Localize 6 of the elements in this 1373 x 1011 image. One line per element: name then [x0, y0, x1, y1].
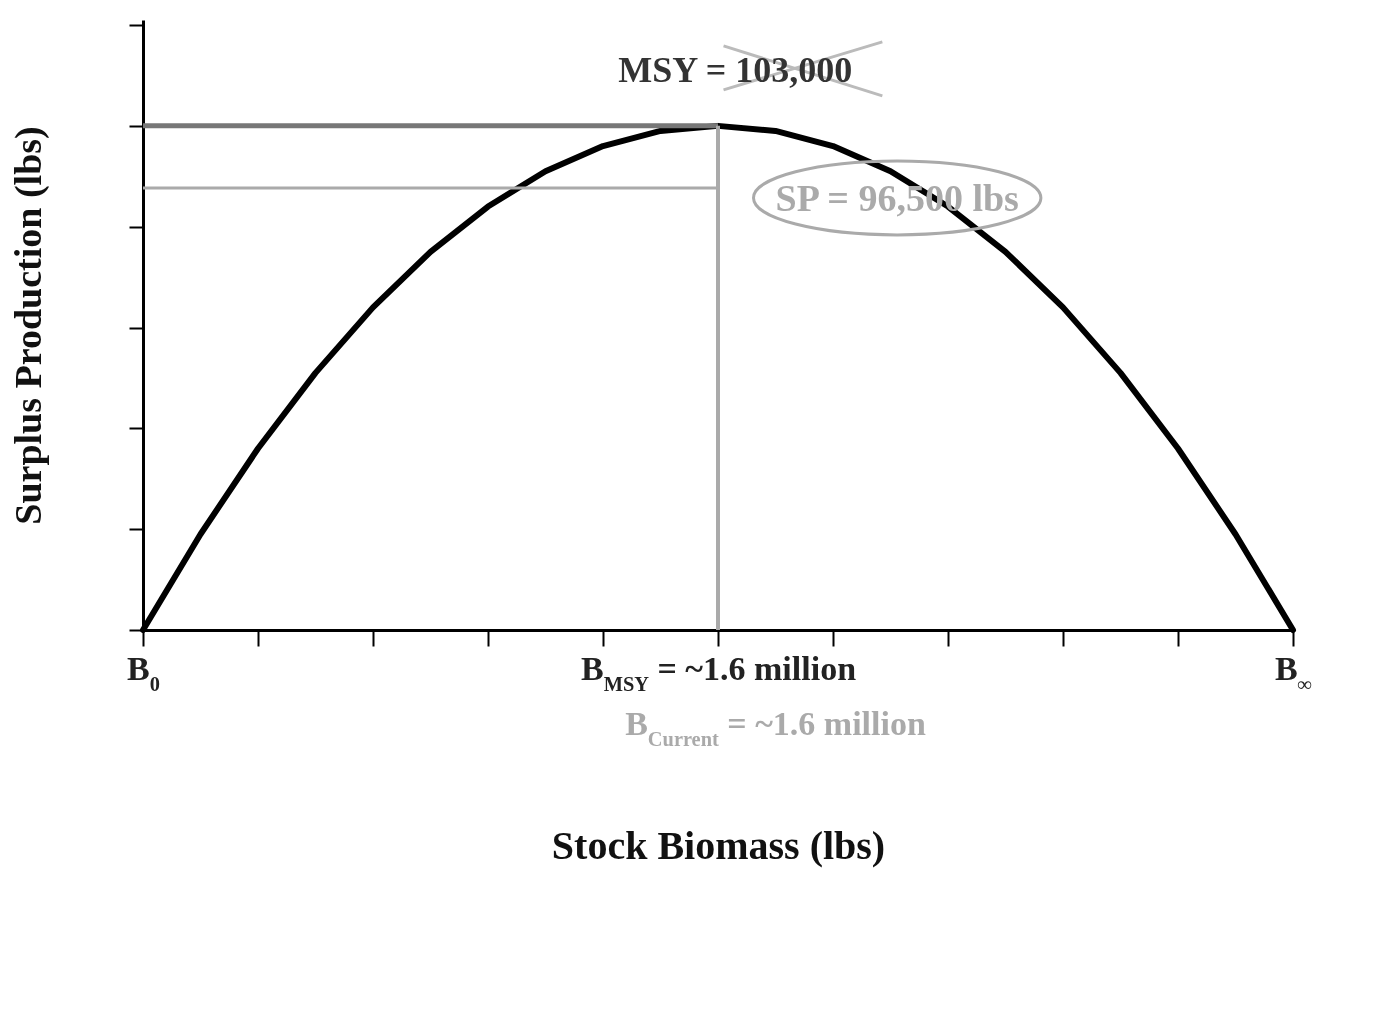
x-tick-label: B$_{MSY}$ = ~1.6 million: [580, 649, 857, 695]
x-tick-label: B$_{∞}$: [1274, 649, 1313, 695]
y-axis-title: Surplus Production (lbs): [6, 126, 50, 525]
x-axis-title: Stock Biomass (lbs): [551, 822, 886, 868]
text: B$_{Current}$ = ~1.6 million: [625, 705, 926, 750]
x-tick-label: B$_{0}$: [127, 649, 160, 695]
